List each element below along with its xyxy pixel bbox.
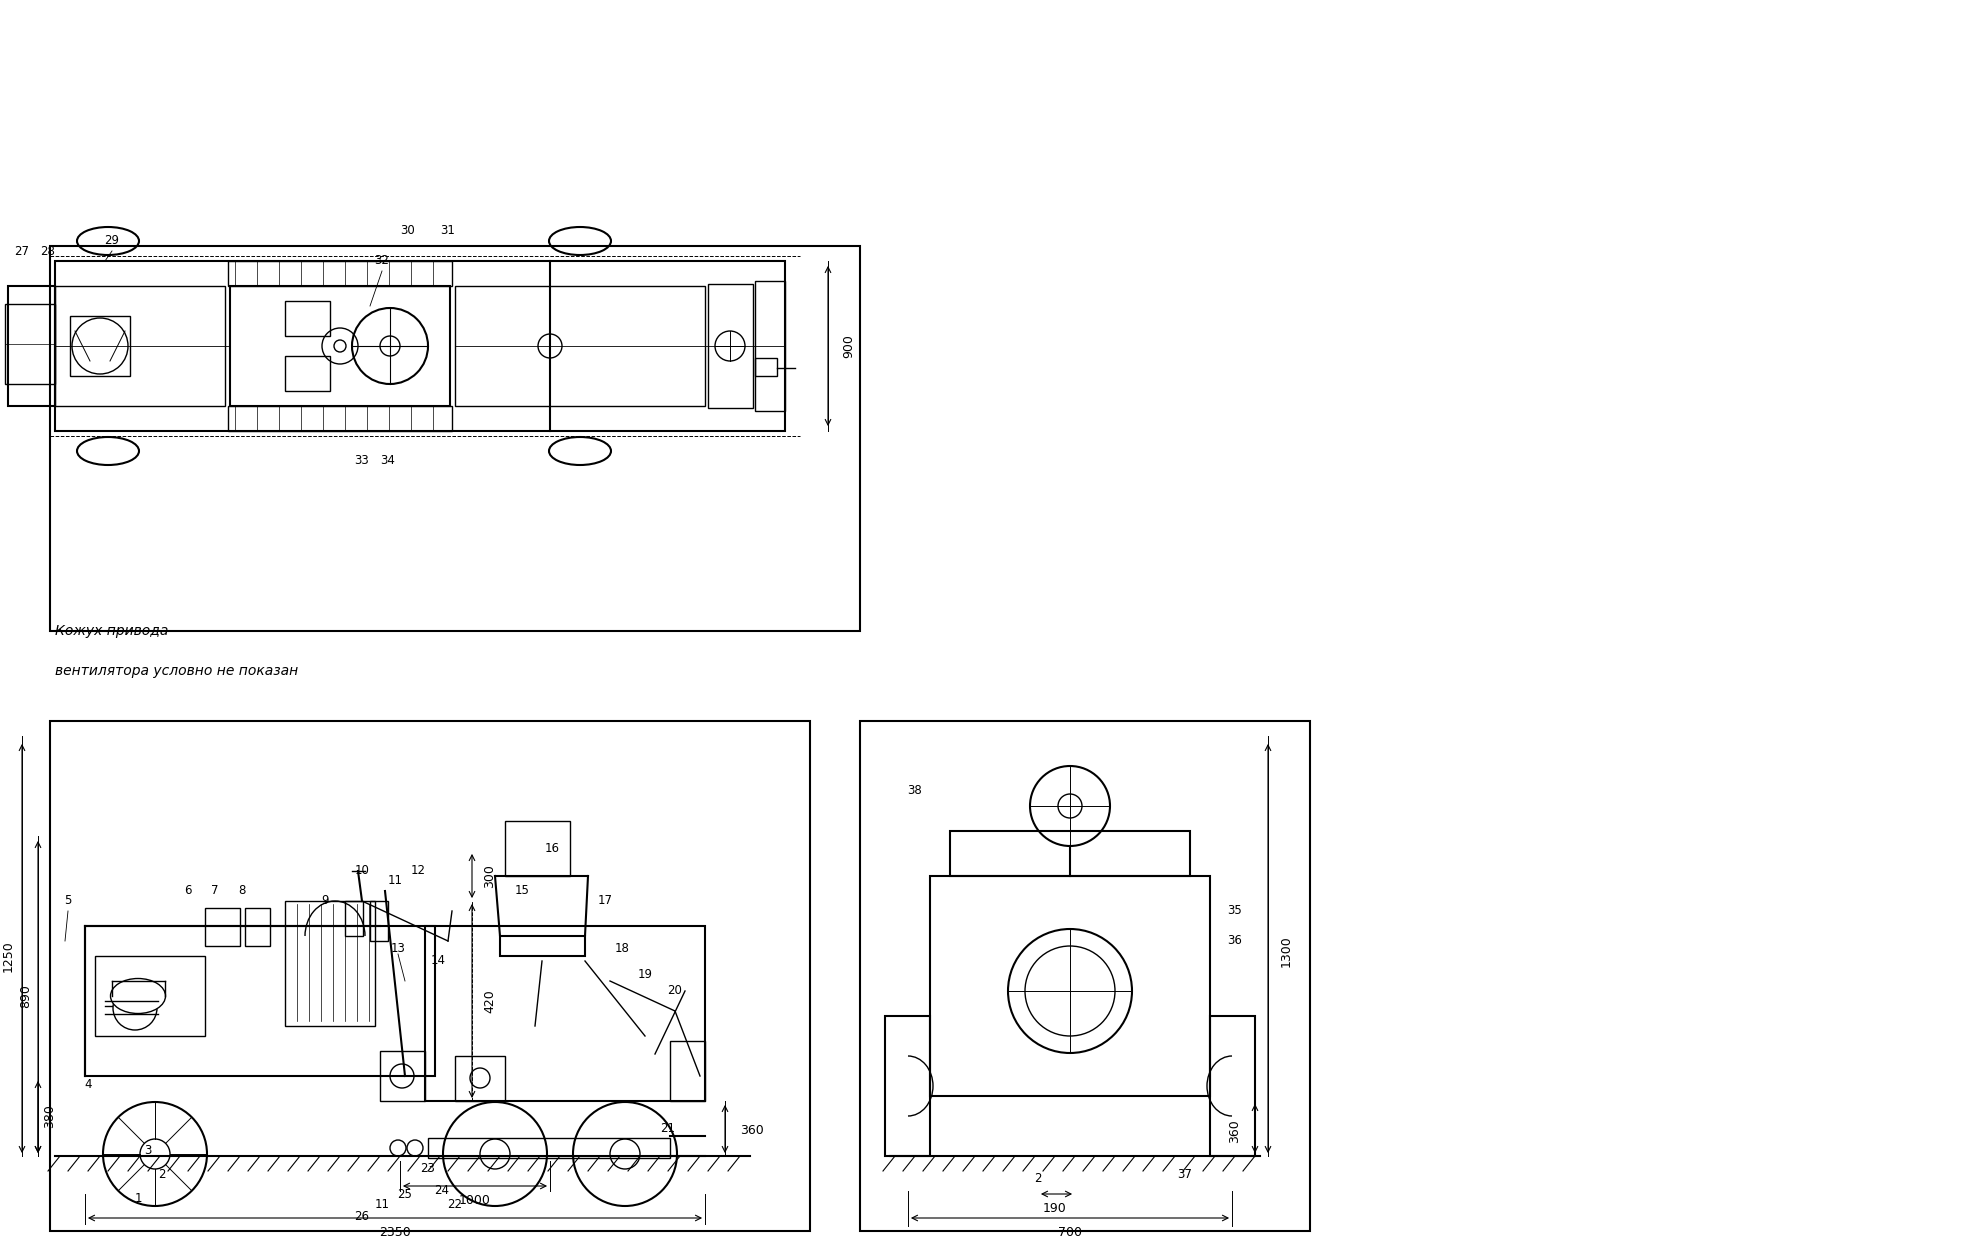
Text: 26: 26: [355, 1210, 369, 1222]
Bar: [505, 821, 570, 876]
Text: 1300: 1300: [1279, 936, 1293, 967]
Bar: [708, 284, 753, 407]
Text: 34: 34: [380, 455, 396, 467]
Bar: [55, 287, 225, 406]
Text: 33: 33: [355, 455, 369, 467]
Bar: [371, 901, 388, 941]
Bar: [501, 936, 585, 956]
Text: 2350: 2350: [378, 1226, 410, 1240]
Ellipse shape: [550, 437, 611, 465]
Text: 27: 27: [14, 244, 30, 258]
Text: 12: 12: [410, 865, 426, 877]
Text: 31: 31: [442, 224, 455, 238]
Text: 8: 8: [238, 885, 246, 897]
Bar: [950, 831, 1190, 876]
Text: 22: 22: [447, 1197, 463, 1211]
Ellipse shape: [77, 437, 140, 465]
Text: 890: 890: [20, 984, 32, 1008]
Bar: [229, 406, 451, 431]
Text: 32: 32: [374, 254, 390, 268]
Text: 20: 20: [668, 984, 682, 998]
Text: 3: 3: [144, 1145, 152, 1158]
Bar: [428, 1138, 670, 1158]
Text: 700: 700: [1058, 1226, 1082, 1240]
Bar: [49, 721, 810, 1231]
Text: 23: 23: [420, 1161, 436, 1175]
Text: 4: 4: [85, 1078, 93, 1090]
Text: 360: 360: [739, 1124, 763, 1138]
Bar: [8, 287, 55, 406]
Text: 360: 360: [1228, 1119, 1242, 1143]
Bar: [205, 908, 240, 946]
Bar: [71, 316, 130, 376]
Text: 35: 35: [1228, 905, 1242, 917]
Text: Кожух привода: Кожух привода: [55, 624, 168, 638]
Text: 380: 380: [43, 1104, 57, 1128]
Bar: [55, 260, 784, 431]
Text: 1000: 1000: [459, 1195, 491, 1207]
Text: 6: 6: [183, 885, 191, 897]
Bar: [755, 358, 777, 376]
Text: 10: 10: [355, 865, 369, 877]
Text: 13: 13: [390, 942, 406, 954]
Text: 2: 2: [1035, 1171, 1043, 1185]
Text: 11: 11: [388, 875, 402, 887]
Bar: [859, 721, 1311, 1231]
Bar: [95, 956, 205, 1035]
Text: 16: 16: [544, 841, 560, 855]
Text: 1250: 1250: [2, 941, 14, 972]
Text: 5: 5: [65, 895, 71, 907]
Bar: [49, 245, 859, 630]
Bar: [426, 926, 706, 1101]
Bar: [930, 876, 1210, 1096]
Bar: [6, 304, 55, 384]
Bar: [231, 287, 449, 406]
Text: 18: 18: [615, 942, 629, 954]
Text: 38: 38: [907, 785, 922, 797]
Ellipse shape: [77, 227, 140, 255]
Bar: [755, 282, 784, 411]
Text: 30: 30: [400, 224, 416, 238]
Text: 9: 9: [321, 895, 329, 907]
Text: 28: 28: [41, 244, 55, 258]
Bar: [670, 1040, 706, 1101]
Text: 24: 24: [434, 1185, 449, 1197]
Text: 900: 900: [842, 334, 855, 358]
Bar: [455, 287, 706, 406]
Text: 37: 37: [1177, 1168, 1192, 1180]
Text: 190: 190: [1043, 1201, 1066, 1215]
Text: 25: 25: [398, 1187, 412, 1200]
Text: 21: 21: [660, 1121, 676, 1135]
Bar: [1210, 1015, 1256, 1156]
Bar: [286, 356, 329, 391]
Text: 11: 11: [374, 1197, 390, 1211]
Bar: [345, 901, 363, 936]
Text: 36: 36: [1228, 934, 1242, 947]
Text: 300: 300: [483, 863, 497, 888]
Bar: [85, 926, 436, 1077]
Text: 17: 17: [597, 895, 613, 907]
Text: 15: 15: [514, 885, 530, 897]
Ellipse shape: [550, 227, 611, 255]
Bar: [455, 1057, 505, 1101]
Text: 2: 2: [158, 1168, 166, 1180]
Text: 29: 29: [104, 234, 120, 248]
Ellipse shape: [110, 978, 166, 1013]
Bar: [229, 260, 451, 287]
Text: 14: 14: [430, 954, 445, 967]
Bar: [286, 302, 329, 336]
Bar: [885, 1015, 930, 1156]
Text: 19: 19: [637, 967, 652, 981]
Text: 1: 1: [134, 1191, 142, 1205]
Bar: [380, 1050, 426, 1101]
Text: вентилятора условно не показан: вентилятора условно не показан: [55, 664, 298, 678]
Text: 420: 420: [483, 989, 497, 1013]
Bar: [244, 908, 270, 946]
Text: 7: 7: [211, 885, 219, 897]
Bar: [286, 901, 374, 1025]
